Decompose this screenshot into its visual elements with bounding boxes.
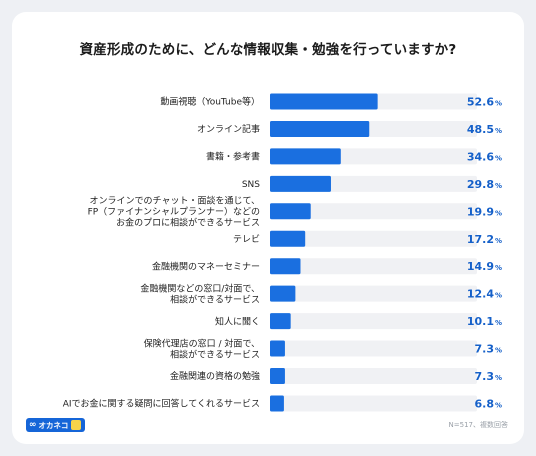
infinity-icon: ∞ [29, 420, 37, 430]
value-label: 6.8% [474, 397, 502, 410]
bar [270, 175, 331, 192]
cat-mascot-icon [71, 420, 82, 430]
category-label: オンラインでのチャット・面談を通じて、 [90, 195, 260, 207]
value-label: 19.9% [467, 205, 502, 218]
category-label: FP（ファイナンシャルプランナー）などの [88, 207, 260, 218]
bar [270, 230, 306, 247]
category-label: 相談ができるサービス [170, 348, 260, 360]
bar-track [270, 340, 477, 357]
value-label: 48.5% [467, 123, 502, 136]
bar-track [270, 285, 477, 302]
bar [270, 93, 378, 110]
bar-track [270, 203, 477, 220]
value-label: 12.4% [467, 288, 502, 301]
bar [270, 203, 311, 220]
bar-track [270, 230, 477, 247]
bar-track [270, 368, 477, 384]
category-label: 知人に聞く [215, 315, 260, 327]
bar-track [270, 258, 477, 275]
value-label: 17.2% [467, 233, 502, 246]
bar [270, 148, 341, 165]
value-label: 14.9% [467, 260, 502, 273]
category-label: オンライン記事 [197, 123, 260, 135]
value-label: 52.6% [467, 96, 502, 109]
category-label: AIでお金に関する疑問に回答してくれるサービス [63, 398, 260, 410]
category-label: 相談ができるサービス [170, 293, 260, 305]
category-label: 金融関連の資格の勉強 [170, 370, 260, 382]
category-label: テレビ [233, 234, 260, 245]
bar-track [270, 313, 477, 330]
category-label: 保険代理店の窓口 / 対面で、 [144, 337, 260, 349]
okaneko-logo: ∞ オカネコ [26, 418, 86, 432]
value-label: 29.8% [467, 178, 502, 191]
bar-chart: 動画視聴（YouTube等） 52.6% オンライン記事 48.5% 書籍・参考書 34.… [63, 93, 502, 412]
category-label: 金融機関などの窓口/対面で、 [140, 282, 260, 294]
value-label: 7.3% [474, 343, 502, 356]
bar [270, 285, 296, 302]
chart-card: 資産形成のために、どんな情報収集・勉強を行っていますか? 動画視聴（YouTub… [12, 12, 524, 444]
category-label: 金融機関のマネーセミナー [152, 260, 260, 272]
category-label: 動画視聴（YouTube等） [160, 96, 260, 108]
category-label: お金のプロに相談ができるサービス [116, 217, 260, 229]
value-label: 7.3% [474, 370, 502, 383]
value-label: 34.6% [467, 150, 502, 163]
category-label: SNS [242, 180, 260, 190]
bar [270, 340, 285, 357]
value-label: 10.1% [467, 315, 502, 328]
bar [270, 120, 370, 137]
bar [270, 368, 285, 384]
chart-title: 資産形成のために、どんな情報収集・勉強を行っていますか? [79, 42, 457, 58]
bar-track [270, 395, 477, 412]
bar [270, 395, 284, 412]
bar [270, 258, 301, 275]
category-label: 書籍・参考書 [206, 151, 260, 163]
logo-text: オカネコ [38, 420, 69, 430]
bar [270, 313, 291, 330]
sample-size-note: N=517、複数回答 [448, 421, 508, 429]
